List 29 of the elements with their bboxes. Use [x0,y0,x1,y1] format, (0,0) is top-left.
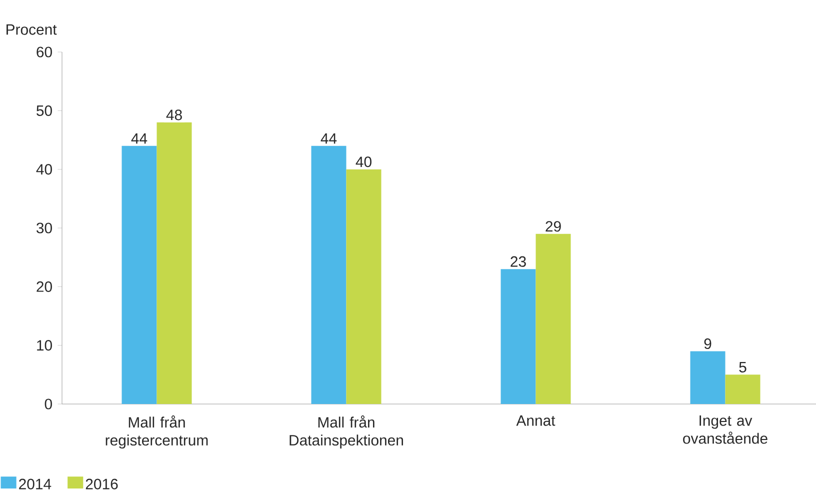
x-tick-label: Mall från Datainspektionen [290,415,404,449]
y-tick-label: 20 [36,281,52,292]
bar [311,146,346,404]
data-label: 40 [356,156,372,168]
data-label: 48 [166,110,182,120]
y-tick-label: 30 [36,222,52,234]
bar [690,351,726,404]
x-tick-label: Annat [516,415,556,426]
data-label: 44 [131,133,148,144]
data-label: 5 [739,362,746,372]
y-axis-title: Procent [6,24,57,35]
data-label: 29 [546,221,561,232]
y-tick-label: 10 [37,340,52,351]
legend-label: 2016 [86,478,118,490]
x-tick-label: Inget av ovanstående [683,415,768,444]
legend-label: 2014 [19,478,52,490]
x-tick-label: Mall från registercentrum [106,415,208,449]
y-tick-label: 40 [36,164,52,175]
bar [346,169,382,404]
bar [156,122,192,404]
y-tick-label: 60 [36,46,52,58]
bar [725,374,760,404]
data-label: 9 [704,338,712,349]
y-tick-label: 50 [36,105,52,116]
bar [122,146,157,404]
data-label: 44 [320,133,337,144]
bar [536,234,571,404]
data-label: 23 [510,256,526,267]
y-tick-label: 0 [44,398,52,410]
